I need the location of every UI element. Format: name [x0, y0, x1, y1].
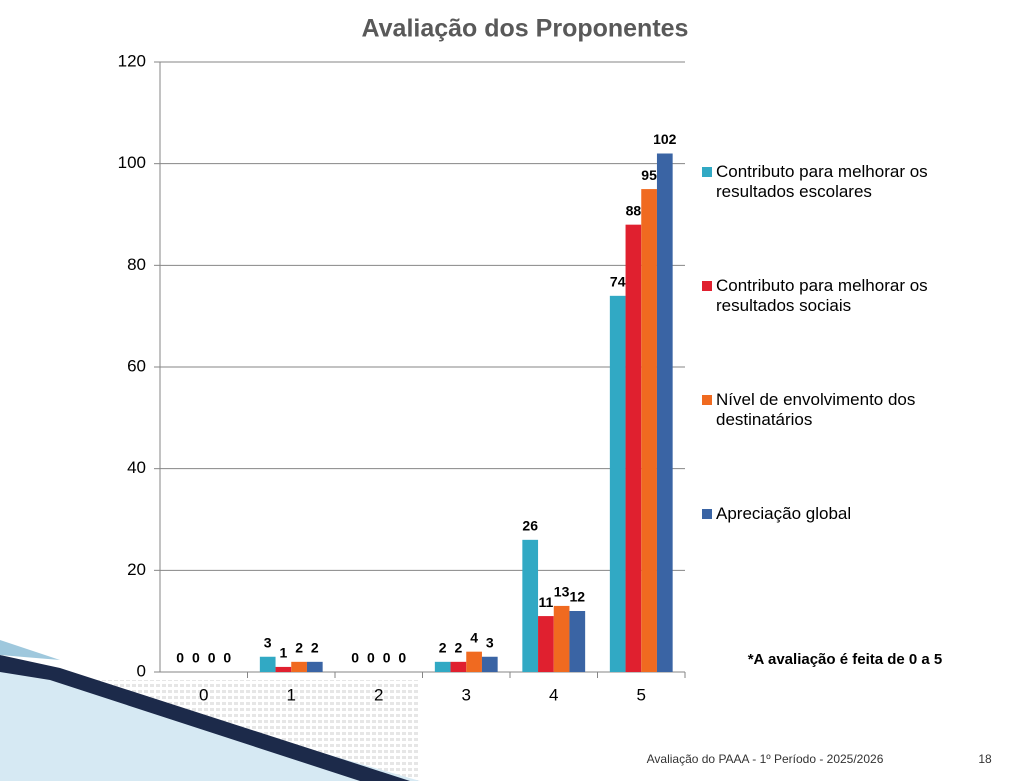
bar [275, 666, 292, 672]
y-tick-label: 80 [127, 255, 146, 274]
data-label: 74 [610, 274, 626, 290]
footer-text: Avaliação do PAAA - 1º Período - 2025/20… [647, 752, 884, 766]
bar [609, 295, 626, 672]
data-label: 0 [351, 650, 359, 666]
bar [569, 611, 586, 672]
bar [450, 661, 467, 672]
data-label: 11 [538, 594, 553, 610]
legend-label: Contributo para melhorar os resultados s… [716, 276, 928, 315]
y-tick-label: 40 [127, 458, 146, 477]
data-label: 88 [626, 202, 642, 218]
x-tick-label: 5 [637, 685, 646, 704]
bar [538, 616, 554, 672]
data-label: 3 [264, 634, 272, 650]
bar [466, 651, 482, 672]
data-label: 0 [223, 650, 231, 666]
x-tick-label: 3 [462, 685, 471, 704]
data-label: 2 [455, 640, 463, 656]
data-label: 0 [398, 650, 406, 666]
bar [656, 153, 673, 672]
bar [481, 656, 498, 672]
data-label: 95 [641, 167, 657, 183]
legend-label: Apreciação global [716, 504, 852, 523]
data-label: 4 [470, 629, 478, 645]
bar [522, 539, 539, 672]
y-tick-label: 100 [118, 153, 146, 172]
legend-swatch [702, 395, 712, 405]
x-tick-label: 1 [287, 685, 296, 704]
data-label: 0 [367, 650, 375, 666]
data-label: 2 [295, 640, 303, 656]
data-label: 0 [176, 650, 184, 666]
legend-label: Contributo para melhorar os resultados e… [716, 162, 928, 201]
bar [434, 661, 451, 672]
data-label: 0 [383, 650, 391, 666]
data-label: 0 [208, 650, 216, 666]
x-tick-label: 4 [549, 685, 558, 704]
legend-swatch [702, 281, 712, 291]
data-label: 3 [486, 634, 494, 650]
data-label: 2 [439, 640, 447, 656]
y-tick-label: 20 [127, 560, 146, 579]
data-label: 102 [653, 131, 677, 147]
deco-edge [0, 640, 60, 660]
y-tick-label: 0 [137, 661, 146, 680]
data-label: 13 [554, 584, 570, 600]
data-label: 2 [311, 640, 319, 656]
bar [291, 661, 307, 672]
x-tick-label: 0 [199, 685, 208, 704]
y-tick-label: 60 [127, 356, 146, 375]
bar [259, 656, 276, 672]
y-tick-label: 120 [118, 51, 146, 70]
legend-label: Nível de envolvimento dos destinatários [716, 390, 916, 429]
note: *A avaliação é feita de 0 a 5 [748, 651, 943, 668]
chart-title: Avaliação dos Proponentes [362, 15, 689, 43]
bar [625, 224, 642, 672]
deco-stripe [0, 655, 410, 781]
bar [641, 189, 657, 673]
bar [306, 661, 323, 672]
bar [553, 605, 570, 672]
data-label: 0 [192, 650, 200, 666]
legend-swatch [702, 167, 712, 177]
x-tick-label: 2 [374, 685, 383, 704]
data-label: 26 [522, 518, 538, 534]
page-number: 18 [978, 752, 992, 766]
data-label: 12 [570, 589, 586, 605]
data-label: 1 [280, 645, 288, 661]
legend-swatch [702, 509, 712, 519]
